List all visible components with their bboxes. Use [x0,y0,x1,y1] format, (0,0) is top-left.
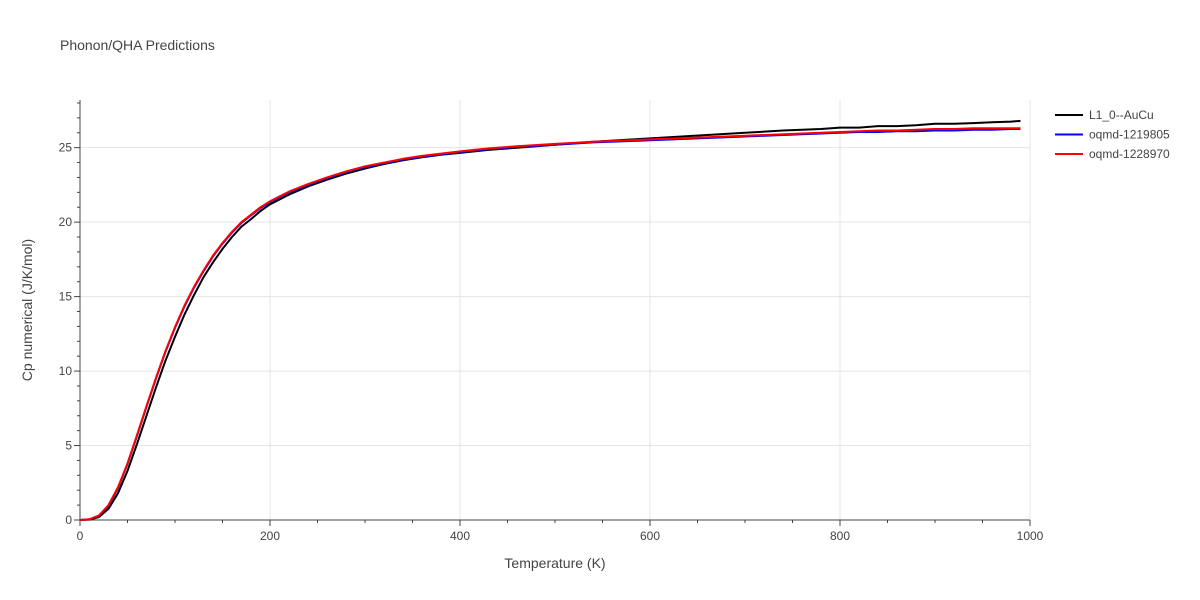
series-line-2 [79,128,1021,521]
y-tick-label: 20 [59,215,73,229]
legend-item[interactable]: L1_0--AuCu [1055,108,1154,122]
x-tick-label: 600 [640,529,660,543]
x-tick-label: 0 [77,529,84,543]
x-tick-label: 200 [260,529,280,543]
series-line-3 [79,127,1021,521]
y-tick-label: 15 [59,290,73,304]
y-tick-label: 0 [65,513,72,527]
legend-item[interactable]: oqmd-1219805 [1055,128,1170,142]
legend-item[interactable]: oqmd-1228970 [1055,147,1170,161]
y-tick-label: 25 [59,141,73,155]
x-tick-label: 800 [830,529,850,543]
x-tick-label: 400 [450,529,470,543]
legend-label: L1_0--AuCu [1089,108,1154,122]
x-tick-label: 1000 [1017,529,1044,543]
y-tick-label: 10 [59,364,73,378]
legend-label: oqmd-1219805 [1089,128,1170,142]
series-lines [79,119,1021,521]
x-axis-title: Temperature (K) [504,555,605,571]
y-tick-label: 5 [65,439,72,453]
series-line-1 [79,119,1021,521]
axes: 0 200 400 600 800 1000 0 5 10 15 20 25 [59,100,1044,543]
y-axis-title: Cp numerical (J/K/mol) [19,239,35,381]
legend-label: oqmd-1228970 [1089,147,1170,161]
grid [80,100,1031,520]
chart-title: Phonon/QHA Predictions [60,37,215,53]
legend[interactable]: L1_0--AuCu oqmd-1219805 oqmd-1228970 [1055,108,1170,161]
